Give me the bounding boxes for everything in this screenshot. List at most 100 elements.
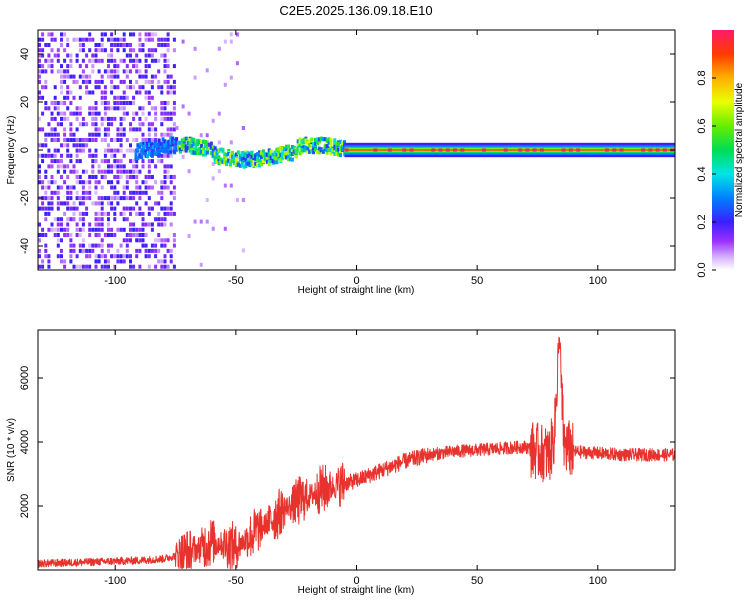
heatmap-cell (236, 162, 240, 167)
heatmap-cell (165, 147, 169, 152)
heatmap-cell (116, 95, 120, 100)
heatmap-cell (138, 264, 142, 269)
heatmap-cell (38, 206, 41, 211)
heatmap-cell (78, 148, 82, 153)
heatmap-cell (135, 180, 139, 185)
heatmap-cell (110, 37, 114, 42)
heatmap-cell (186, 141, 190, 146)
heatmap-cell (129, 85, 132, 90)
heatmap-cell (50, 159, 54, 164)
heatmap-cell (287, 144, 290, 149)
heatmap-cell (38, 74, 41, 79)
heatmap-cell (119, 95, 123, 100)
heatmap-cell (119, 164, 123, 169)
heatmap-cell (69, 206, 73, 211)
heatmap-cell (172, 190, 176, 195)
heatmap-cell (129, 143, 132, 148)
heatmap-cell (72, 164, 76, 169)
heatmap-cell (138, 169, 142, 174)
heatmap-cell (213, 146, 217, 151)
heatmap-cell (56, 206, 60, 211)
heatmap-cell (81, 138, 85, 142)
heatmap-cell (78, 233, 82, 237)
spectrogram-y-tick-label: 40 (19, 48, 31, 60)
heatmap-cell (63, 101, 67, 105)
heatmap-cell (50, 138, 54, 142)
heatmap-cell (207, 145, 211, 150)
heatmap-cell (69, 64, 73, 69)
heatmap-cell (178, 140, 182, 145)
heatmap-cell (78, 37, 82, 42)
heatmap-cell (66, 227, 70, 232)
heatmap-cell (138, 196, 142, 201)
heatmap-cell (402, 148, 407, 152)
heatmap-cell (172, 238, 176, 243)
heatmap-cell (132, 32, 136, 37)
heatmap-cell (94, 190, 98, 195)
heatmap-cell (138, 37, 142, 42)
heatmap-cell (60, 122, 63, 127)
heatmap-cell (47, 122, 51, 127)
heatmap-cell (160, 153, 164, 158)
heatmap-cell (81, 69, 85, 74)
heatmap-cell (97, 217, 101, 222)
heatmap-cell (160, 243, 164, 248)
heatmap-cell (44, 69, 48, 74)
heatmap-cell (252, 162, 256, 167)
heatmap-cell (223, 39, 227, 44)
heatmap-cell (172, 85, 176, 90)
heatmap-cell (138, 85, 142, 90)
heatmap-cell (298, 151, 302, 156)
heatmap-cell (44, 106, 48, 111)
colorbar-tick-label: 0.6 (696, 118, 708, 133)
heatmap-cell (103, 254, 107, 259)
heatmap-cell (116, 48, 120, 53)
heatmap-cell (69, 259, 73, 264)
heatmap-cell (122, 227, 126, 232)
heatmap-cell (438, 148, 443, 152)
heatmap-cell (294, 149, 298, 154)
heatmap-cell (116, 43, 120, 47)
heatmap-cell (141, 243, 145, 248)
heatmap-cell (169, 164, 173, 169)
heatmap-cell (147, 95, 151, 100)
heatmap-cell (44, 132, 48, 137)
heatmap-cell (215, 159, 219, 164)
heatmap-cell (125, 169, 129, 174)
heatmap-cell (147, 132, 151, 137)
heatmap-cell (202, 149, 206, 154)
heatmap-cell (132, 101, 136, 105)
heatmap-cell (107, 217, 110, 222)
heatmap-cell (310, 149, 314, 154)
heatmap-cell (236, 150, 240, 155)
heatmap-cell (38, 116, 41, 121)
heatmap-cell (107, 106, 110, 111)
heatmap-cell (63, 138, 67, 142)
heatmap-cell (110, 180, 114, 185)
heatmap-cell (163, 264, 167, 269)
heatmap-cell (81, 190, 85, 195)
heatmap-cell (113, 148, 117, 153)
heatmap-cell (72, 185, 76, 190)
heatmap-cell (140, 155, 144, 159)
heatmap-cell (47, 270, 50, 274)
heatmap-cell (244, 154, 248, 159)
heatmap-cell (160, 217, 164, 222)
heatmap-cell (327, 137, 331, 142)
heatmap-cell (150, 37, 154, 42)
heatmap-cell (116, 164, 120, 169)
heatmap-cell (300, 146, 304, 150)
heatmap-cell (163, 153, 167, 158)
heatmap-cell (47, 211, 51, 216)
heatmap-cell (81, 217, 85, 222)
heatmap-cell (100, 201, 104, 206)
heatmap-cell (94, 222, 98, 227)
heatmap-cell (41, 153, 45, 158)
heatmap-cell (110, 164, 114, 169)
heatmap-cell (150, 153, 153, 157)
heatmap-cell (94, 101, 98, 105)
heatmap-cell (150, 185, 154, 190)
heatmap-cell (503, 148, 508, 152)
heatmap-cell (60, 74, 63, 79)
heatmap-cell (60, 270, 63, 274)
